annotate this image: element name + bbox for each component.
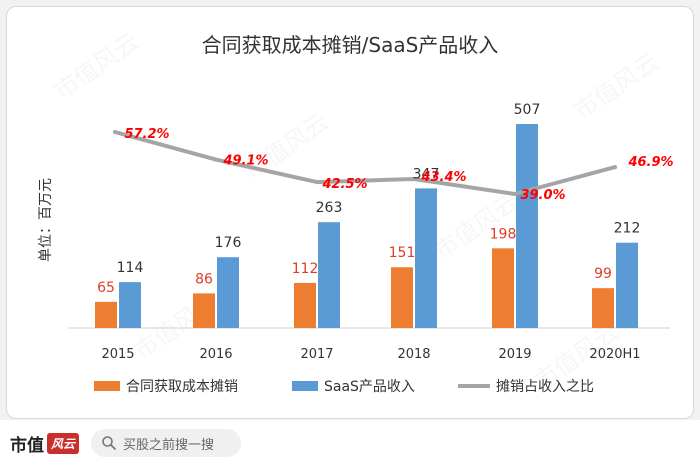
bar-value-label: 176 bbox=[215, 235, 242, 251]
ratio-point bbox=[513, 192, 517, 196]
bar-saas-revenue bbox=[616, 243, 638, 328]
ratio-label: 39.0% bbox=[520, 188, 565, 203]
bar-saas-revenue bbox=[318, 222, 340, 328]
bar-amortization bbox=[95, 302, 117, 328]
bar-amortization bbox=[193, 293, 215, 328]
ratio-point bbox=[315, 180, 319, 184]
bar-value-label: 151 bbox=[389, 245, 416, 261]
bar-amortization bbox=[391, 267, 413, 328]
ratio-label: 49.1% bbox=[222, 154, 268, 169]
legend-label: 摊销占收入之比 bbox=[496, 379, 594, 395]
x-tick-label: 2019 bbox=[498, 347, 531, 362]
bar-saas-revenue bbox=[119, 282, 141, 328]
legend-label: SaaS产品收入 bbox=[324, 379, 415, 395]
footer-bar: 市值 风云 买股之前搜一搜 bbox=[0, 420, 700, 466]
legend-swatch bbox=[94, 381, 120, 391]
bar-saas-revenue bbox=[415, 188, 437, 328]
ratio-point bbox=[113, 130, 117, 134]
search-input[interactable]: 买股之前搜一搜 bbox=[91, 429, 241, 457]
bar-saas-revenue bbox=[516, 124, 538, 328]
x-tick-label: 2015 bbox=[101, 347, 134, 362]
search-placeholder: 买股之前搜一搜 bbox=[123, 434, 214, 453]
ratio-label: 57.2% bbox=[124, 127, 169, 142]
bar-saas-revenue bbox=[217, 257, 239, 328]
x-tick-label: 2017 bbox=[300, 347, 333, 362]
ratio-label: 42.5% bbox=[321, 177, 367, 192]
ratio-label: 43.4% bbox=[420, 170, 466, 185]
x-tick-label: 2020H1 bbox=[589, 347, 640, 362]
legend-label: 合同获取成本摊销 bbox=[126, 379, 238, 395]
brand-badge: 风云 bbox=[47, 433, 79, 454]
bar-value-label: 507 bbox=[514, 102, 541, 118]
bar-value-label: 86 bbox=[195, 271, 213, 287]
chart-title: 合同获取成本摊销/SaaS产品收入 bbox=[202, 33, 499, 57]
ratio-point bbox=[613, 165, 617, 169]
search-icon bbox=[101, 435, 117, 451]
bar-value-label: 99 bbox=[594, 266, 612, 282]
bar-amortization bbox=[294, 283, 316, 328]
x-tick-label: 2018 bbox=[397, 347, 430, 362]
ratio-label: 46.9% bbox=[627, 155, 673, 170]
bar-amortization bbox=[492, 248, 514, 328]
page: 市值风云 市值风云 市值风云 市值风云 市值风云 市值风云 合同获取成本摊销/S… bbox=[0, 0, 700, 466]
bar-value-label: 65 bbox=[97, 280, 115, 296]
legend-swatch bbox=[292, 381, 318, 391]
y-axis-label: 单位：百万元 bbox=[38, 178, 54, 262]
bar-value-label: 114 bbox=[117, 260, 144, 276]
x-tick-label: 2016 bbox=[199, 347, 232, 362]
bar-amortization bbox=[592, 288, 614, 328]
bar-value-label: 263 bbox=[316, 200, 343, 216]
bar-value-label: 198 bbox=[490, 226, 517, 242]
bar-value-label: 212 bbox=[614, 221, 641, 237]
brand-logo[interactable]: 市值 风云 bbox=[10, 431, 79, 456]
brand-name: 市值 bbox=[10, 431, 44, 456]
bar-value-label: 112 bbox=[292, 261, 319, 277]
ratio-point bbox=[214, 158, 218, 162]
